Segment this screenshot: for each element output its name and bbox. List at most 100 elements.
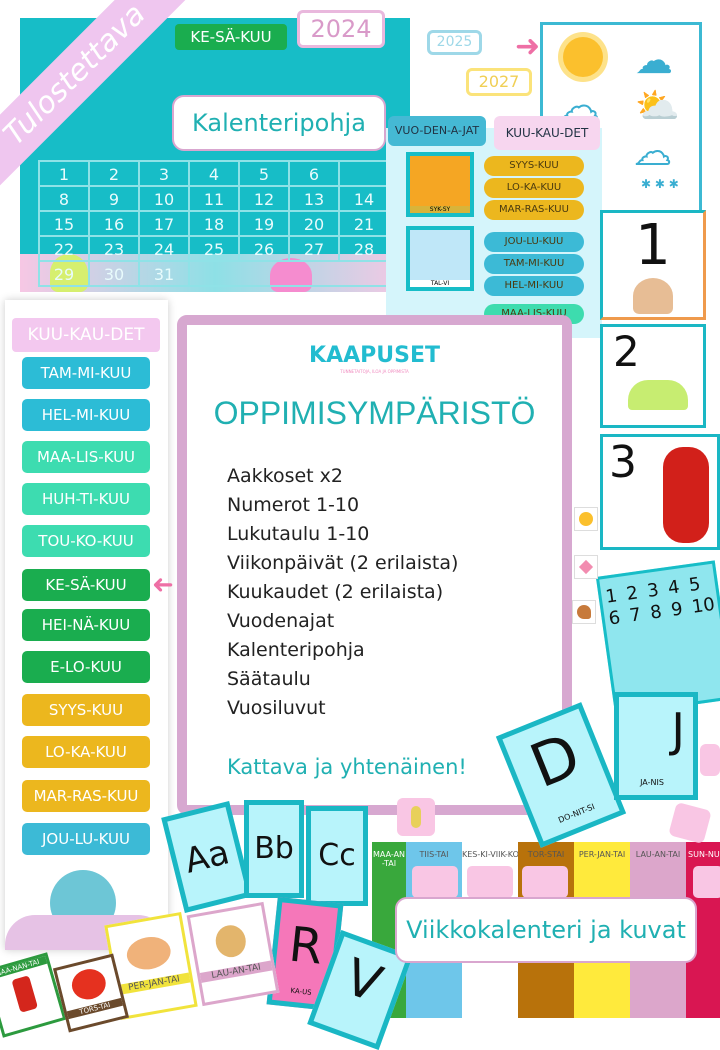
season-month-pill: TAM-MI-KUU [484,254,584,274]
sun-picture-icon [574,507,598,531]
heart-picture-icon [574,555,598,579]
rain-cloud-icon: ☁ [635,38,673,82]
month-pill: TOU-KO-KUU [22,525,150,557]
monster-icon [628,380,688,410]
letter-j-word: JA-NIS [640,778,664,787]
calendar-day: 20 [290,212,340,237]
content-list-item: Aakkoset x2 [227,465,344,487]
weekday-label: PER-JAN-TAI [578,850,626,859]
calendar-day: 15 [40,212,90,237]
year-2025: 2025 [427,30,482,55]
calendar-label: Kalenteripohja [172,95,386,151]
calendar-day: 29 [40,262,90,287]
number-1: 1 [635,213,671,278]
month-pill: TAM-MI-KUU [22,357,150,389]
calendar-day: 2 [90,162,140,187]
calendar-day: 27 [290,237,340,262]
calendar-day: 23 [90,237,140,262]
picture-card-saturday: LAU-AN-TAI [186,901,280,1007]
content-list-item: Vuodenajat [227,610,335,632]
hundred-chart-number: 1 [604,585,619,608]
calendar-day: 19 [240,212,290,237]
calendar-day: 21 [340,212,390,237]
product-title: OPPIMISYMPÄRISTÖ [213,395,536,431]
thursday-label: TORS-TAI [66,997,124,1020]
tab-months[interactable]: KUU-KAU-DET [494,116,600,150]
calendar-day: 30 [90,262,140,287]
bread-icon [124,933,174,973]
calendar-day: 18 [190,212,240,237]
kaapuset-logo: KAAPUSET [309,343,440,368]
ketchup-icon [11,975,39,1013]
friday-label: PER-JAN-TAI [117,972,191,995]
hundred-chart-number: 3 [645,579,661,602]
hundred-chart-number: 7 [628,604,643,627]
hundred-chart-number: 10 [690,593,717,618]
month-pill: MAR-RAS-KUU [22,780,150,812]
letter-card-a: Aa [161,800,253,914]
weekday-label: MAA-AN-TAI [372,850,406,868]
arrow-left-icon: ➜ [152,570,174,600]
monster-icon [633,278,673,314]
calendar-grid: 1 2 3 4 5 6 8 9 10 11 12 13 14 15 16 17 18 19 20 21 22 23 24 25… [38,160,390,287]
winter-label: TAL-VI [410,280,470,287]
season-month-pill: JOU-LU-KUU [484,232,584,252]
hundred-chart-number: 2 [625,582,640,605]
hundred-chart-number: 4 [666,576,681,599]
month-pill: LO-KA-KUU [22,736,150,768]
week-calendar-label: Viikkokalenteri ja kuvat [395,897,697,963]
letter-c: Cc [318,838,356,873]
calendar-day: 11 [190,187,240,212]
calendar-day: 22 [40,237,90,262]
calendar-day: 12 [240,187,290,212]
autumn-card: SYK-SY [406,152,474,217]
seasons-board: SYK-SY TAL-VI SYYS-KUU LO-KA-KUU MAR-RAS-K… [386,128,602,338]
calendar-day: 6 [290,162,340,187]
calendar-day: 3 [140,162,190,187]
calendar-day: 17 [140,212,190,237]
winter-card: TAL-VI [406,226,474,291]
tab-seasons[interactable]: VUO-DEN-A-JAT [388,116,486,146]
caterpillar-picture [522,866,568,898]
calendar-day: 26 [240,237,290,262]
turnip-icon [213,922,249,960]
product-tagline: Kattava ja yhtenäinen! [227,755,467,779]
snow-cloud-icon: ☁ [634,132,672,174]
content-list-item: Kuukaudet (2 erilaista) [227,581,444,603]
month-pill: E-LO-KUU [22,651,150,683]
month-pill: HEL-MI-KUU [22,399,150,431]
tomato-icon [68,965,109,1003]
squirrel-picture-icon [572,600,596,624]
calendar-day: 5 [240,162,290,187]
number-card-2: 2 [600,324,706,428]
number-card-3: 3 [600,434,720,550]
wolf-picture [693,866,720,898]
letter-j: J [671,703,685,757]
letter-b: Bb [254,831,294,866]
month-pill: SYYS-KUU [22,694,150,726]
snowflake-icon: ✱ ✱ ✱ [641,177,679,191]
saturday-label: LAU-AN-TAI [199,960,273,983]
arrow-right-icon: ➜ [515,29,541,64]
letter-card-c: Cc [306,806,368,906]
sun-icon [563,37,603,77]
hundred-chart-number: 9 [669,598,685,621]
month-pill: KE-SÄ-KUU [22,569,150,601]
calendar-day: 13 [290,187,340,212]
content-list-item: Vuosiluvut [227,697,326,719]
months-header: KUU-KAU-DET [12,318,160,352]
weekday-label: TOR-STAI [527,850,565,859]
hundred-chart-number: 8 [648,601,664,624]
season-month-pill: LO-KA-KUU [484,178,584,198]
year-2024: 2024 [297,10,385,48]
number-3: 3 [609,437,637,488]
calendar-day: 16 [90,212,140,237]
calendar-day: 25 [190,237,240,262]
butterfly-icon [668,801,712,845]
number-card-1: 1 [600,210,706,320]
content-list-item: Lukutaulu 1-10 [227,523,370,545]
calendar-day: 4 [190,162,240,187]
letter-card-j: J JA-NIS [614,692,698,800]
weekday-label: TIIS-TAI [419,850,449,859]
logo-tagline: TUNNETAITOJA, ILOA JA OPPIMISTA [340,369,409,374]
